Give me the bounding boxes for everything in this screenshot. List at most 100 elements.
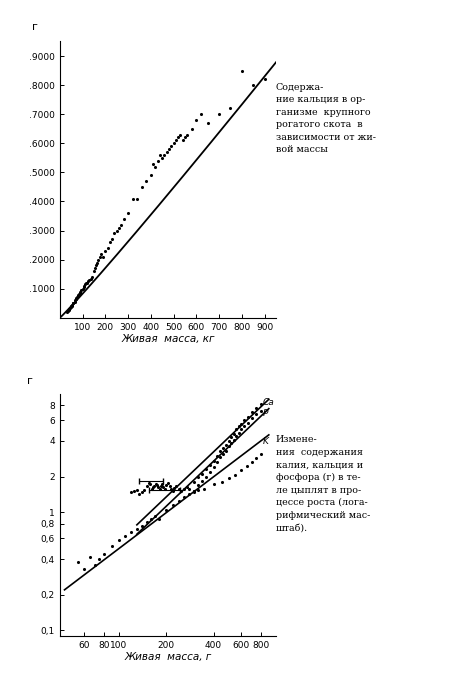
Point [73, 292, 80, 303]
Point [140, 484, 148, 495]
Point [147, 513, 154, 524]
Text: Измене-
ния  содержания
калия, кальция и
фосфора (г) в те-
ле цыплят в про-
цесс: Измене- ния содержания калия, кальция и … [275, 435, 369, 532]
Point [100, 549, 107, 560]
Point [124, 207, 131, 218]
Point [247, 457, 255, 468]
Point [113, 225, 120, 236]
Point [237, 424, 244, 435]
Point [154, 155, 161, 167]
Point [153, 480, 161, 491]
Point [64, 305, 71, 316]
Point [128, 527, 135, 538]
Point [190, 486, 197, 497]
Point [185, 489, 192, 500]
Point [138, 520, 146, 531]
Point [252, 402, 259, 413]
Point [148, 483, 155, 494]
Point [68, 300, 75, 311]
Point [183, 482, 190, 493]
Point [154, 482, 162, 493]
Text: P: P [262, 409, 267, 418]
Point [232, 424, 240, 435]
Point [91, 559, 98, 570]
Point [120, 214, 127, 225]
Point [70, 297, 77, 308]
Point [164, 478, 171, 489]
Point [72, 295, 79, 306]
Point [82, 277, 90, 288]
Point [247, 413, 255, 424]
Point [218, 477, 225, 488]
Point [227, 437, 235, 448]
Text: Содержа-
ние кальция в ор-
ганизме  крупного
рогатого скота  в
зависимости от жи: Содержа- ние кальция в ор- ганизме крупн… [275, 83, 375, 154]
Point [68, 299, 76, 310]
Point [252, 408, 259, 419]
Point [161, 149, 168, 160]
Point [188, 123, 195, 134]
Text: г: г [32, 22, 38, 32]
Point [88, 272, 95, 283]
Point [200, 483, 207, 494]
Text: K: K [262, 437, 268, 446]
Point [155, 513, 162, 524]
Point [75, 288, 83, 299]
Point [86, 551, 93, 562]
Point [94, 257, 101, 268]
Point [80, 282, 87, 293]
Point [149, 482, 157, 493]
Point [99, 252, 106, 263]
Point [257, 448, 264, 460]
Point [190, 485, 197, 496]
Point [128, 486, 135, 498]
Point [216, 452, 223, 463]
Point [198, 468, 206, 480]
Point [257, 405, 264, 416]
Point [104, 243, 111, 254]
Point [181, 132, 188, 143]
Point [92, 260, 100, 271]
Point [133, 523, 140, 534]
Point [167, 141, 174, 152]
Point [169, 138, 177, 149]
Point [152, 479, 159, 490]
Point [63, 307, 70, 318]
Point [138, 486, 146, 498]
Point [169, 500, 176, 511]
Point [180, 484, 187, 495]
Point [74, 290, 82, 301]
Point [237, 418, 244, 429]
Point [66, 302, 73, 313]
Point [161, 483, 168, 494]
Point [224, 441, 232, 452]
Point [183, 129, 190, 140]
Point [108, 540, 115, 551]
Point [194, 471, 202, 482]
Point [238, 65, 245, 76]
Point [133, 193, 140, 204]
Point [157, 481, 164, 492]
Point [249, 79, 257, 91]
Point [174, 495, 182, 507]
X-axis label: Живая  масса, г: Живая масса, г [124, 652, 211, 663]
Point [97, 248, 104, 259]
Point [257, 399, 264, 410]
Point [240, 415, 247, 426]
Point [209, 455, 217, 466]
Point [151, 481, 158, 492]
Point [216, 445, 223, 456]
Point [108, 234, 116, 245]
Point [260, 74, 268, 85]
Point [224, 435, 232, 446]
Point [74, 556, 82, 567]
Text: Ca: Ca [262, 398, 274, 407]
Point [91, 263, 99, 274]
Point [240, 420, 247, 431]
Point [101, 245, 109, 256]
Point [162, 480, 169, 491]
Point [135, 489, 143, 500]
Point [232, 430, 240, 442]
Point [176, 129, 184, 140]
Point [209, 462, 217, 473]
Point [156, 483, 163, 494]
Point [80, 563, 88, 574]
